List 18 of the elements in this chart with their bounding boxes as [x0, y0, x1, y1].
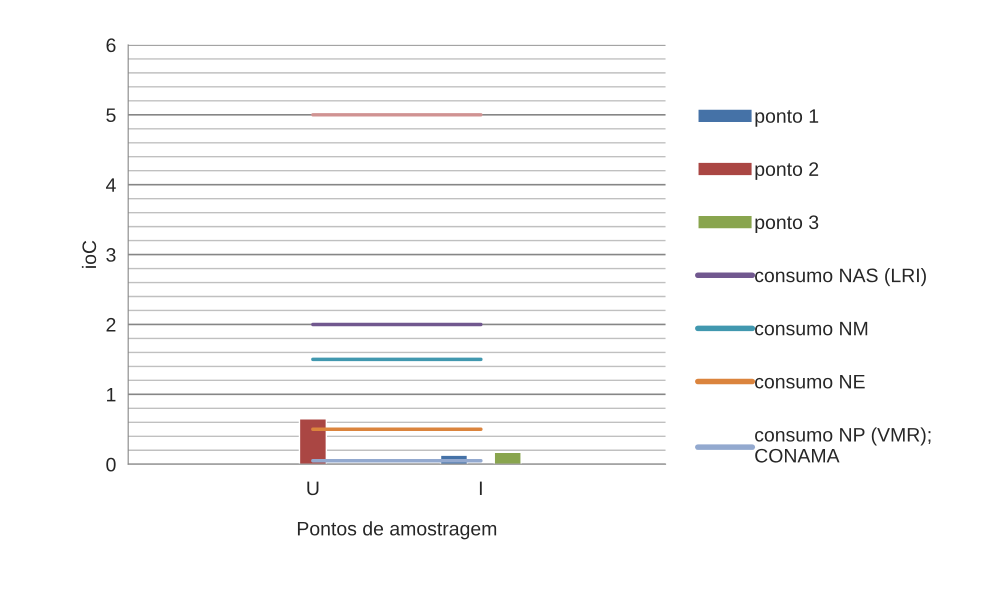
y-tick-label: 5 [106, 108, 116, 122]
legend-label: ponto 2 [755, 162, 818, 180]
y-tick-label: 6 [106, 38, 116, 52]
legend-label: consumo NAS (LRI) [755, 268, 926, 286]
y-tick-label: 3 [106, 248, 116, 262]
y-tick-label: 1 [107, 388, 116, 402]
legend-label: ponto 3 [755, 215, 818, 233]
y-tick-label: 2 [106, 318, 116, 332]
legend-label: consumo NM [755, 322, 868, 336]
legend-label: ponto 1 [755, 109, 818, 127]
y-axis-title: ioC [82, 240, 96, 268]
legend-label: consumo NP (VMR); CONAMA [755, 427, 930, 463]
x-axis-title: Pontos de amostragem [298, 521, 496, 540]
y-tick-label: 4 [106, 178, 116, 192]
x-tick-label: I [480, 482, 482, 495]
y-tick-label: 0 [106, 458, 116, 472]
legend-label: consumo NE [755, 374, 865, 389]
x-tick-label: U [307, 482, 318, 496]
